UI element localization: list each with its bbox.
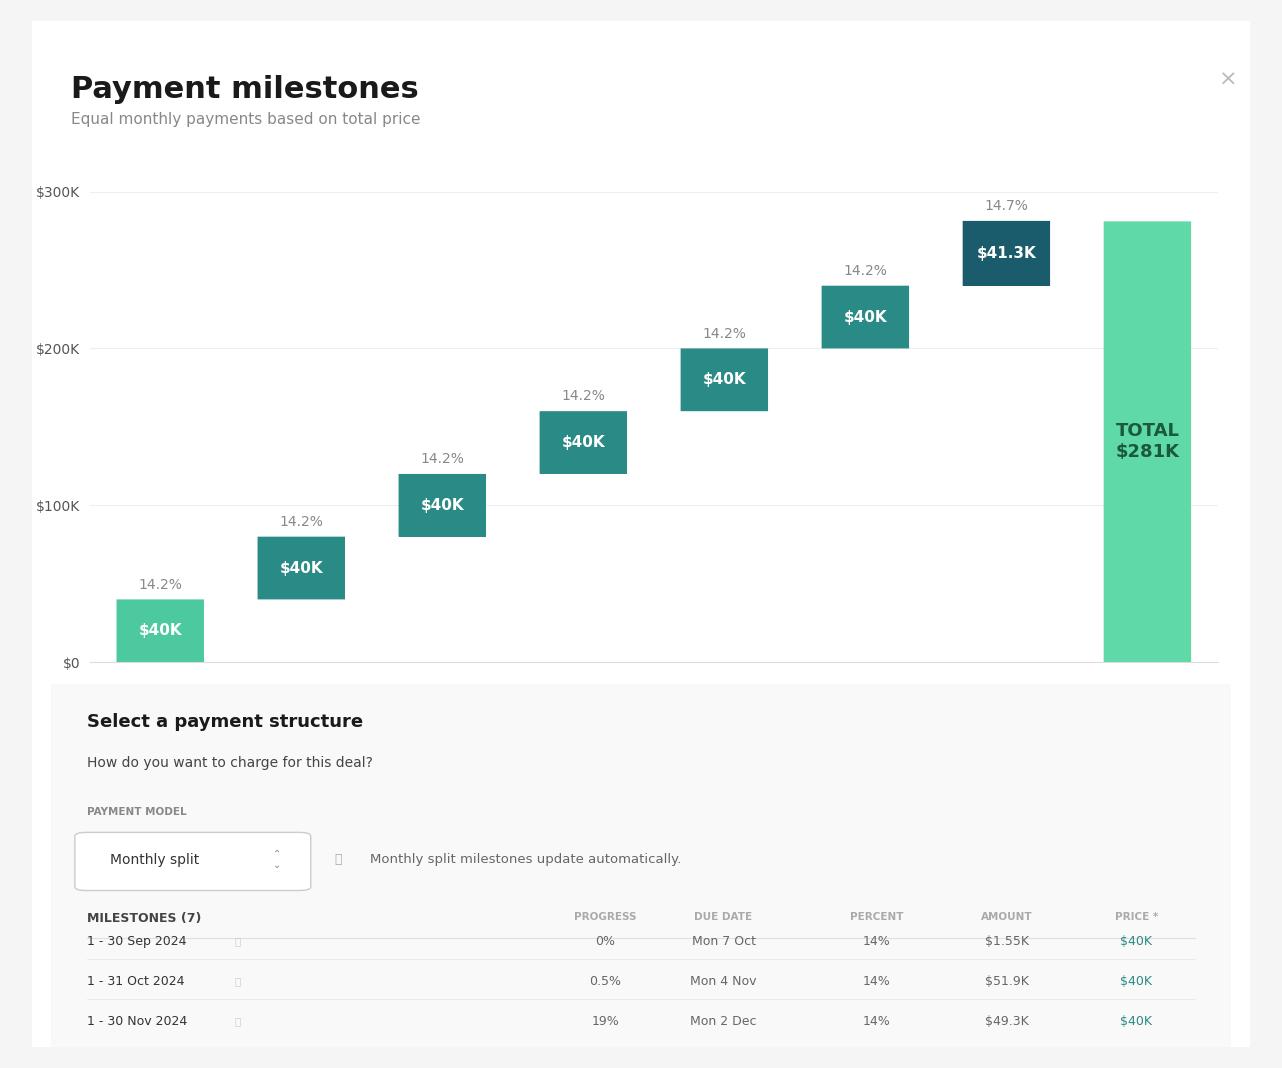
Text: 2 Dec: 2 Dec [426,709,459,722]
Text: 4 Nov: 4 Nov [285,709,318,722]
Text: 1 - 31 DEC: 1 - 31 DEC [547,690,619,704]
Text: 🔒: 🔒 [235,1017,240,1026]
FancyBboxPatch shape [74,832,310,891]
Text: 6 Jan, 2025: 6 Jan, 2025 [550,709,617,722]
Text: $40K: $40K [703,373,746,388]
Bar [117,599,204,662]
FancyBboxPatch shape [822,286,909,348]
Bar [399,474,486,536]
Text: PERCENT: PERCENT [850,912,904,923]
Text: 14.2%: 14.2% [420,452,464,466]
FancyBboxPatch shape [540,411,627,474]
Text: 🔒: 🔒 [335,853,342,866]
Bar [1104,221,1191,662]
Text: How do you want to charge for this deal?: How do you want to charge for this deal? [87,756,373,770]
Text: 1 - 28 FEB: 1 - 28 FEB [829,690,901,704]
Text: Monthly split milestones update automatically.: Monthly split milestones update automati… [369,853,681,866]
Text: $40K: $40K [420,498,464,513]
Text: 14%: 14% [863,934,891,947]
Text: 1 - 30 SEP: 1 - 30 SEP [124,690,196,704]
Text: 3 Mar, 2025: 3 Mar, 2025 [829,709,901,722]
Text: 7 Oct: 7 Oct [145,709,176,722]
FancyBboxPatch shape [28,676,1254,1054]
Text: Mon 4 Nov: Mon 4 Nov [690,975,756,988]
Text: 🔒: 🔒 [235,976,240,986]
Text: 1 - 30 Nov 2024: 1 - 30 Nov 2024 [87,1015,187,1027]
Text: $41.3K: $41.3K [977,246,1036,261]
Bar [681,348,768,411]
FancyBboxPatch shape [258,536,345,599]
Text: AMOUNT: AMOUNT [981,912,1032,923]
Text: TOTAL: TOTAL [1126,690,1169,704]
Text: $40K: $40K [844,310,887,325]
Text: PROGRESS: PROGRESS [574,912,637,923]
Bar [963,221,1050,286]
Bar [399,528,486,536]
FancyBboxPatch shape [681,348,768,411]
Text: DUE DATE: DUE DATE [695,912,753,923]
Text: MILESTONES (7): MILESTONES (7) [87,912,201,925]
Text: $51.9K: $51.9K [985,975,1028,988]
Text: $1.55K: $1.55K [985,934,1028,947]
Text: 14.2%: 14.2% [138,578,182,592]
Text: 1 - 31 Oct 2024: 1 - 31 Oct 2024 [87,975,185,988]
Text: TOTAL
$281K: TOTAL $281K [1115,422,1179,461]
Text: $40K: $40K [1120,1015,1153,1027]
Text: Mon 7 Oct: Mon 7 Oct [691,934,755,947]
Text: $40K: $40K [1120,975,1153,988]
Text: 1 - 30 Sep 2024: 1 - 30 Sep 2024 [87,934,186,947]
Text: ×: × [1218,69,1237,90]
Bar [681,402,768,411]
Text: $40K: $40K [562,435,605,450]
Text: 🔒: 🔒 [235,937,240,946]
FancyBboxPatch shape [1104,221,1191,662]
Text: Payment milestones: Payment milestones [71,75,418,104]
Text: 14.2%: 14.2% [703,327,746,341]
Bar [540,465,627,474]
Bar [822,339,909,348]
FancyBboxPatch shape [117,599,204,662]
Text: 1 - 31 MAR: 1 - 31 MAR [968,690,1045,704]
FancyBboxPatch shape [963,221,1050,286]
Text: 14%: 14% [863,1015,891,1027]
Bar [822,285,909,348]
Text: 1 - 31 JAN: 1 - 31 JAN [690,690,759,704]
Text: 7 Apr, 2025: 7 Apr, 2025 [972,709,1041,722]
Text: Equal monthly payments based on total price: Equal monthly payments based on total pr… [71,112,420,127]
Text: $40K: $40K [1120,934,1153,947]
Text: 1 - 31 OCT: 1 - 31 OCT [265,690,337,704]
Bar [258,590,345,599]
Text: 14%: 14% [863,975,891,988]
Text: 14.2%: 14.2% [844,264,887,278]
FancyBboxPatch shape [399,474,486,536]
Text: 3 Feb, 2025: 3 Feb, 2025 [690,709,759,722]
Bar [963,276,1050,286]
Bar [258,536,345,599]
Text: 19%: 19% [592,1015,619,1027]
Bar [117,653,204,662]
Text: 14.2%: 14.2% [279,515,323,529]
Text: 1 - 30 NOV: 1 - 30 NOV [405,690,479,704]
Text: 0%: 0% [596,934,615,947]
Text: Select a payment structure: Select a payment structure [87,712,363,731]
Text: $40K: $40K [138,624,182,639]
Text: PAYMENT MODEL: PAYMENT MODEL [87,807,186,817]
Text: PRICE *: PRICE * [1115,912,1158,923]
Text: ⌃
⌄: ⌃ ⌄ [273,849,281,870]
Text: 14.7%: 14.7% [985,199,1028,213]
Text: 0.5%: 0.5% [590,975,622,988]
Text: $40K: $40K [279,561,323,576]
Text: $49.3K: $49.3K [985,1015,1028,1027]
Text: Monthly split: Monthly split [110,852,200,866]
Text: Mon 2 Dec: Mon 2 Dec [690,1015,756,1027]
FancyBboxPatch shape [21,11,1263,1057]
Text: 14.2%: 14.2% [562,390,605,404]
Bar [1104,596,1191,662]
Bar [540,411,627,474]
